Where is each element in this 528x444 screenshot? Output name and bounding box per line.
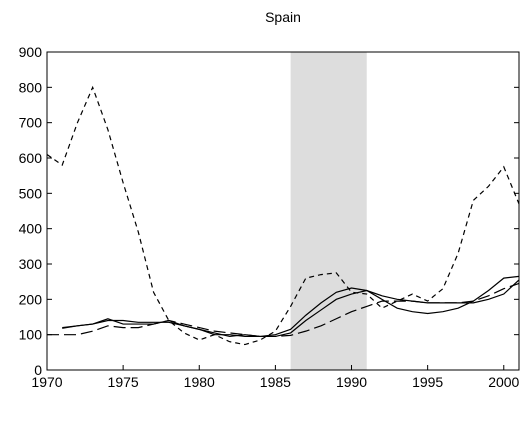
y-tick-label: 200 (19, 291, 43, 307)
y-tick-label: 500 (19, 185, 43, 201)
plot-frame (46, 51, 520, 371)
x-tick-label: 1975 (108, 374, 139, 390)
recession-shade (290, 52, 367, 370)
y-tick-label: 400 (19, 221, 43, 237)
x-tick-label: 1970 (31, 374, 62, 390)
y-tick-label: 800 (19, 79, 43, 95)
x-tick-label: 1990 (336, 374, 367, 390)
y-tick-label: 900 (19, 44, 43, 60)
chart-title: Spain (265, 9, 301, 25)
x-tick-label: 1995 (412, 374, 443, 390)
x-tick-label: 1980 (184, 374, 215, 390)
x-tick-label: 2000 (488, 374, 519, 390)
y-tick-label: 0 (34, 362, 42, 378)
series-line (46, 85, 520, 346)
series-line (47, 282, 520, 338)
series-line (62, 275, 520, 338)
y-tick-label: 600 (19, 150, 43, 166)
series-line (62, 279, 520, 338)
x-tick-label: 1985 (260, 374, 291, 390)
y-tick-label: 300 (19, 256, 43, 272)
y-tick-label: 100 (19, 327, 43, 343)
y-tick-label: 700 (19, 115, 43, 131)
